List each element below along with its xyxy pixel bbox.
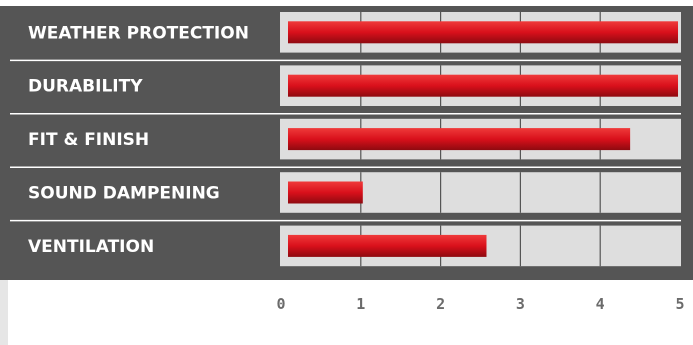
side-strip [0, 280, 8, 345]
category-label: DURABILITY [28, 77, 143, 97]
x-tick-label: 5 [675, 295, 684, 313]
x-tick-label: 3 [516, 295, 525, 313]
x-tick-label: 2 [436, 295, 445, 313]
category-label: VENTILATION [28, 237, 154, 257]
category-label: FIT & FINISH [28, 130, 149, 150]
x-tick-label: 0 [276, 295, 285, 313]
bar [288, 74, 679, 97]
x-tick-label: 4 [596, 295, 605, 313]
x-tick-label: 1 [356, 295, 365, 313]
bar [288, 21, 679, 44]
bar [288, 181, 363, 204]
category-label: WEATHER PROTECTION [28, 23, 249, 43]
bar [288, 234, 487, 257]
category-label: SOUND DAMPENING [28, 184, 220, 204]
bar [288, 128, 631, 151]
